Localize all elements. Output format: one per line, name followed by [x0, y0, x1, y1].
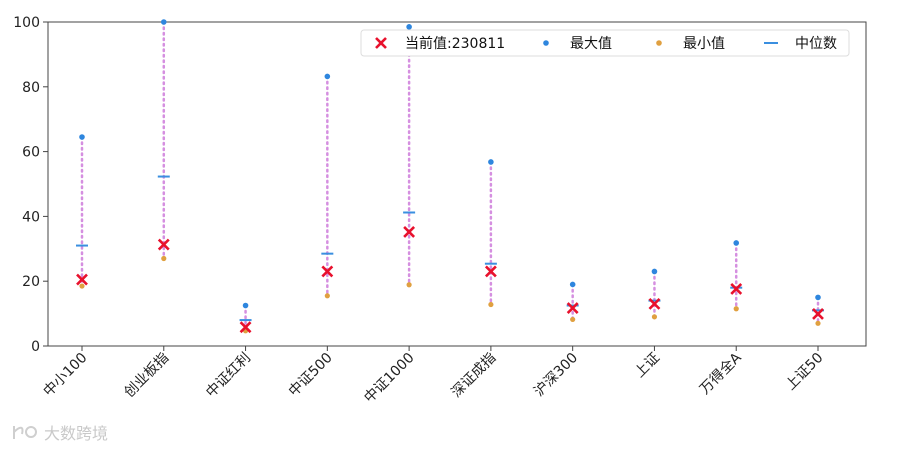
current-marker [730, 283, 743, 295]
current-marker [484, 265, 497, 278]
max-point [569, 281, 576, 288]
min-point [815, 320, 821, 326]
x-tick-label: 创业板指 [121, 350, 172, 401]
x-tick-label: 中小100 [40, 350, 90, 400]
current-marker [566, 302, 579, 315]
min-point [488, 301, 494, 308]
x-tick-label: 中证1000 [361, 350, 417, 406]
max-point [733, 240, 740, 246]
max-point [79, 134, 85, 140]
max-point [406, 24, 412, 30]
watermark: 大数跨境 [10, 420, 108, 444]
legend-label: 最大值 [570, 36, 612, 52]
min-point [161, 255, 167, 262]
min-point [570, 316, 576, 323]
legend-label: 最小值 [683, 36, 725, 52]
y-tick-label: 80 [22, 80, 40, 96]
y-tick-label: 20 [22, 274, 40, 290]
x-tick-label: 上证50 [783, 350, 827, 394]
min-point [324, 293, 330, 299]
min-point [79, 283, 85, 289]
max-point [815, 294, 821, 301]
max-point [324, 73, 331, 80]
watermark-text: 大数跨境 [44, 424, 109, 443]
current-marker [403, 226, 416, 238]
legend-current-icon [375, 37, 387, 49]
watermark-logo-icon [13, 426, 38, 439]
x-tick-label: 中证500 [286, 350, 336, 400]
x-tick-label: 上证 [632, 350, 663, 381]
current-marker [321, 265, 334, 278]
current-marker [648, 297, 661, 310]
max-point [242, 302, 249, 309]
current-marker [239, 321, 252, 334]
legend-label: 中位数 [795, 36, 837, 52]
x-tick-label: 中证红利 [203, 350, 254, 401]
legend-dot-icon [543, 40, 549, 46]
legend-dot-icon [656, 40, 662, 46]
current-marker [812, 308, 824, 320]
x-tick-label: 深证成指 [448, 350, 499, 401]
y-tick-label: 40 [22, 209, 40, 225]
x-tick-label: 沪深300 [531, 350, 581, 400]
y-tick-label: 60 [22, 145, 40, 161]
min-point [651, 314, 658, 320]
y-tick-label: 100 [13, 15, 40, 31]
max-point [160, 19, 167, 25]
min-point [406, 282, 412, 288]
legend-box [360, 29, 850, 57]
y-tick-label: 0 [31, 339, 40, 355]
current-marker [76, 273, 88, 286]
legend-label: 当前值:230811 [405, 35, 505, 52]
min-point [733, 306, 739, 312]
max-point [651, 268, 658, 275]
max-point [488, 159, 494, 165]
current-marker [157, 238, 170, 251]
plot-frame [47, 21, 867, 347]
x-tick-label: 万得全A [696, 349, 745, 398]
